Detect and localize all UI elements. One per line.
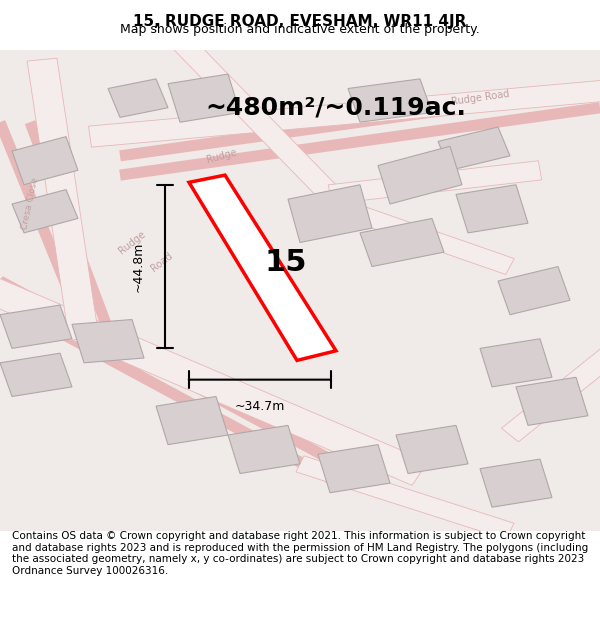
Polygon shape [189, 175, 336, 361]
Text: Road: Road [149, 250, 175, 273]
Polygon shape [27, 58, 99, 340]
Text: Rudge Road: Rudge Road [450, 89, 510, 107]
Text: Map shows position and indicative extent of the property.: Map shows position and indicative extent… [120, 23, 480, 36]
Polygon shape [498, 266, 570, 315]
Text: 15, RUDGE ROAD, EVESHAM, WR11 4JR: 15, RUDGE ROAD, EVESHAM, WR11 4JR [133, 14, 467, 29]
Polygon shape [296, 456, 514, 539]
Polygon shape [0, 305, 72, 348]
Text: ~34.7m: ~34.7m [235, 399, 285, 412]
Polygon shape [502, 332, 600, 442]
Polygon shape [378, 146, 462, 204]
Polygon shape [12, 137, 78, 185]
Polygon shape [12, 189, 78, 233]
Polygon shape [0, 269, 428, 486]
Polygon shape [396, 426, 468, 474]
Text: Contains OS data © Crown copyright and database right 2021. This information is : Contains OS data © Crown copyright and d… [12, 531, 588, 576]
Polygon shape [326, 196, 514, 274]
Text: 15: 15 [265, 248, 307, 277]
Polygon shape [89, 78, 600, 147]
Text: ~44.8m: ~44.8m [131, 241, 145, 292]
Polygon shape [108, 79, 168, 118]
Polygon shape [516, 378, 588, 426]
Text: Rudge: Rudge [117, 229, 147, 256]
Text: Cresa Close: Cresa Close [20, 177, 40, 231]
Polygon shape [156, 396, 228, 444]
Polygon shape [170, 34, 340, 200]
Polygon shape [228, 426, 300, 474]
Polygon shape [480, 459, 552, 508]
Polygon shape [0, 353, 72, 396]
Polygon shape [348, 79, 432, 122]
Text: ~480m²/~0.119ac.: ~480m²/~0.119ac. [206, 96, 466, 120]
Polygon shape [360, 218, 444, 266]
Polygon shape [168, 74, 240, 122]
Polygon shape [318, 444, 390, 493]
Polygon shape [288, 185, 372, 242]
Polygon shape [456, 185, 528, 233]
Polygon shape [480, 339, 552, 387]
Polygon shape [72, 319, 144, 362]
Polygon shape [438, 127, 510, 170]
Polygon shape [328, 161, 542, 204]
Text: Rudge: Rudge [206, 147, 238, 165]
